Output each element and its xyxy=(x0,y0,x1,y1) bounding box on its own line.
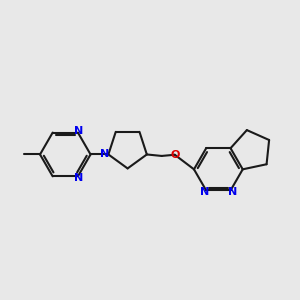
Text: N: N xyxy=(228,187,237,197)
Text: N: N xyxy=(74,172,84,182)
Text: N: N xyxy=(74,126,84,136)
Text: N: N xyxy=(100,149,110,160)
Text: O: O xyxy=(170,150,179,160)
Text: N: N xyxy=(200,187,209,197)
